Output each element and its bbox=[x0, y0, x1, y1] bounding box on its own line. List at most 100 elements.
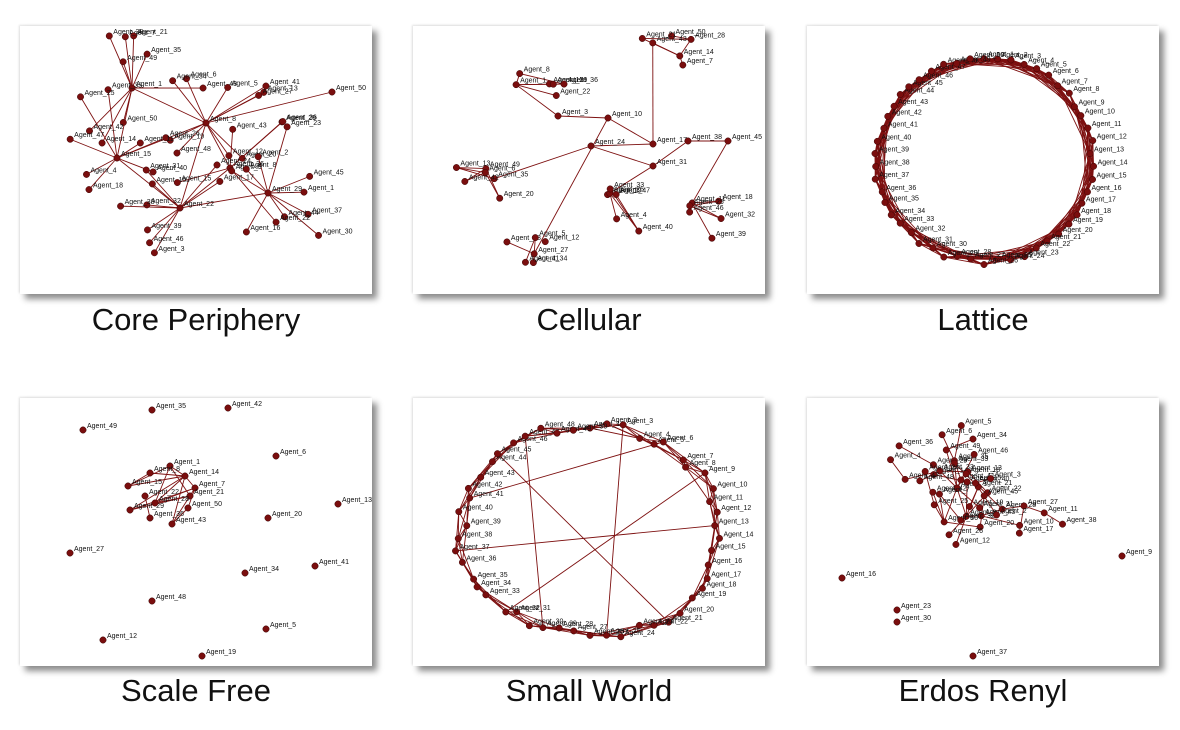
network-node-label: Agent_13 bbox=[972, 465, 1002, 472]
network-node bbox=[262, 625, 270, 633]
network-node-label: Agent_1 bbox=[988, 52, 1014, 59]
network-node bbox=[513, 608, 521, 616]
network-node-label: Agent_44 bbox=[904, 87, 934, 94]
network-node-label: Agent_50 bbox=[127, 115, 157, 122]
network-node-label: Agent_24 bbox=[625, 630, 655, 637]
network-node bbox=[901, 475, 909, 483]
network-node bbox=[701, 469, 709, 477]
network-node-label: Agent_23 bbox=[643, 618, 673, 625]
network-node bbox=[119, 119, 127, 126]
network-node bbox=[130, 32, 138, 40]
network-node bbox=[1071, 103, 1078, 111]
network-node bbox=[635, 621, 643, 629]
network-node-label: Agent_11 bbox=[696, 196, 726, 203]
network-node-label: Agent_23 bbox=[1029, 250, 1059, 257]
lattice-network-panel: Agent_1 Agent_2 Agent_3 Agent_4 Agent_5 Agent… bbox=[807, 26, 1159, 294]
network-node bbox=[494, 450, 501, 458]
network-node-label: Agent_43 bbox=[657, 36, 687, 43]
network-node bbox=[490, 175, 498, 183]
network-node bbox=[699, 584, 706, 592]
network-edge bbox=[179, 181, 221, 209]
network-node bbox=[99, 636, 107, 644]
network-node-label: Agent_10 bbox=[156, 177, 186, 184]
network-node-label: Agent_19 bbox=[1073, 217, 1103, 224]
network-node-label: Agent_6 bbox=[946, 428, 972, 435]
network-node-label: Agent_41 bbox=[474, 491, 504, 498]
network-edge bbox=[932, 492, 945, 523]
network-node bbox=[225, 152, 233, 160]
network-edge bbox=[456, 167, 486, 170]
network-node bbox=[242, 165, 250, 173]
network-node-label: Agent_42 bbox=[892, 109, 922, 116]
network-node-label: Agent_32 bbox=[965, 513, 995, 520]
network-node bbox=[650, 440, 658, 448]
network-node bbox=[617, 633, 625, 641]
network-node bbox=[281, 213, 288, 221]
network-node-label: Agent_14 bbox=[684, 49, 714, 56]
lattice-caption: Lattice bbox=[937, 302, 1029, 337]
network-node-label: Agent_40 bbox=[643, 224, 673, 231]
network-edge bbox=[179, 167, 231, 209]
network-node bbox=[463, 522, 471, 530]
network-node bbox=[927, 67, 935, 75]
network-edge bbox=[154, 487, 196, 504]
network-node-label: Agent_40 bbox=[157, 165, 187, 172]
network-edge bbox=[525, 237, 536, 263]
network-node-label: Agent_41 bbox=[529, 255, 559, 262]
network-node-label: Agent_46 bbox=[154, 236, 184, 243]
network-node bbox=[525, 622, 533, 630]
network-edge bbox=[464, 172, 486, 182]
network-node bbox=[183, 75, 190, 83]
network-node-label: Agent_33 bbox=[904, 216, 934, 223]
network-node-label: Agent_16 bbox=[1091, 185, 1121, 192]
network-edge bbox=[573, 424, 624, 431]
network-node bbox=[887, 211, 895, 219]
network-node-label: Agent_39 bbox=[471, 519, 501, 526]
network-node-label: Agent_35 bbox=[478, 572, 508, 579]
network-node-label: Agent_17 bbox=[657, 137, 687, 144]
network-node bbox=[688, 594, 696, 602]
network-node bbox=[881, 199, 889, 206]
network-node bbox=[300, 188, 308, 196]
erdos-renyl-network-panel: Agent_1Agent_8Agent_15Agent_22Agent_29Ag… bbox=[807, 398, 1159, 666]
network-node-label: Agent_40 bbox=[463, 505, 493, 512]
network-node-label: Agent_18 bbox=[1081, 208, 1111, 215]
network-node bbox=[930, 471, 938, 479]
network-edge bbox=[609, 193, 640, 232]
network-node bbox=[149, 168, 157, 176]
network-edge bbox=[662, 441, 686, 468]
network-node bbox=[1021, 253, 1029, 261]
network-edge bbox=[205, 122, 243, 159]
network-node bbox=[716, 534, 723, 542]
network-node bbox=[687, 35, 695, 43]
network-node-label: Agent_47 bbox=[909, 472, 939, 479]
network-node-label: Agent_9 bbox=[1126, 549, 1152, 556]
network-edge bbox=[691, 140, 729, 204]
network-node-label: Agent_8 bbox=[1073, 86, 1099, 93]
network-node bbox=[1007, 56, 1015, 64]
network-node bbox=[254, 153, 262, 161]
network-node bbox=[980, 55, 988, 63]
network-node-label: Agent_29 bbox=[286, 115, 316, 122]
network-node bbox=[146, 514, 154, 522]
network-node-label: Agent_38 bbox=[462, 532, 492, 539]
network-node bbox=[262, 82, 270, 90]
network-node-label: Agent_8 bbox=[524, 67, 550, 74]
network-node-label: Agent_33 bbox=[112, 83, 142, 90]
network-node-label: Agent_12 bbox=[549, 235, 579, 242]
network-edge bbox=[152, 183, 181, 209]
network-edge bbox=[497, 453, 669, 623]
network-node-label: Agent_9 bbox=[1078, 100, 1104, 107]
network-edge bbox=[147, 207, 181, 231]
network-edge bbox=[956, 487, 967, 517]
network-edge bbox=[122, 87, 133, 123]
network-node-label: Agent_13 bbox=[1094, 147, 1124, 154]
network-edge bbox=[590, 143, 654, 147]
network-node-label: Agent_6 bbox=[190, 72, 216, 79]
network-node bbox=[119, 58, 127, 66]
network-node bbox=[86, 127, 93, 135]
network-node bbox=[146, 239, 154, 247]
network-node-label: Agent_22 bbox=[658, 618, 688, 625]
network-node bbox=[1016, 521, 1024, 529]
network-node-label: Agent_18 bbox=[970, 467, 1000, 474]
